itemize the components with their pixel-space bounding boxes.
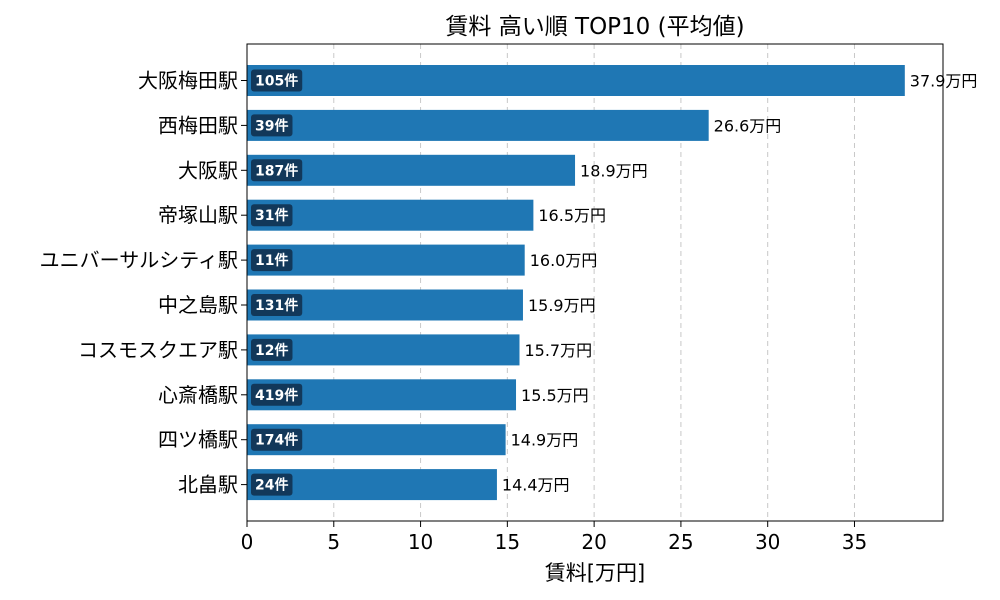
- bar: [247, 65, 905, 96]
- count-badge: [251, 159, 303, 182]
- bar: [247, 244, 525, 276]
- x-tick-label: 10: [408, 530, 433, 554]
- count-badge: [251, 428, 303, 451]
- x-tick-label: 30: [755, 530, 780, 554]
- value-label: 16.0万円: [530, 251, 598, 270]
- x-tick-label: 25: [668, 530, 693, 554]
- count-badge: [251, 204, 293, 227]
- value-label: 14.9万円: [511, 431, 579, 450]
- count-badge: [251, 249, 293, 272]
- count-label: 11件: [255, 252, 288, 269]
- y-tick-label: ユニバーサルシティ駅: [40, 248, 238, 272]
- count-label: 105件: [255, 73, 298, 90]
- x-tick-label: 0: [241, 530, 254, 554]
- y-tick-label: 心斎橋駅: [158, 383, 238, 407]
- value-label: 15.5万円: [521, 386, 589, 405]
- y-tick-label: 大阪駅: [178, 158, 238, 182]
- count-label: 24件: [255, 477, 288, 494]
- bar: [247, 199, 534, 231]
- count-badge: [251, 383, 303, 406]
- count-badge: [251, 294, 303, 316]
- x-tick-label: 20: [581, 530, 606, 554]
- count-label: 39件: [255, 117, 288, 134]
- y-tick-label: 大阪梅田駅: [138, 69, 238, 93]
- count-badge: [251, 114, 293, 137]
- axes: 0 5 10 15 20 25 30 35 大阪梅田駅西梅田駅大阪駅帝塚山駅ユニバーサルシティ駅…: [40, 43, 944, 554]
- x-tick-label: 15: [495, 530, 520, 554]
- y-tick-label: 北畠駅: [178, 473, 238, 497]
- value-label: 37.9万円: [910, 72, 978, 91]
- y-tick-label: 中之島駅: [158, 293, 238, 317]
- count-label: 31件: [255, 207, 288, 224]
- count-label: 187件: [255, 162, 298, 179]
- count-label: 419件: [255, 387, 298, 404]
- y-tick-label: コスモスクエア駅: [78, 338, 238, 362]
- count-badge: [251, 69, 303, 92]
- bar: [247, 109, 709, 141]
- y-tick-label: 帝塚山駅: [158, 203, 238, 227]
- count-label: 131件: [255, 297, 298, 314]
- count-badge: [251, 473, 293, 496]
- x-axis-title: 賃料[万円]: [545, 561, 645, 585]
- value-label: 15.7万円: [524, 341, 592, 360]
- plot-frame: [246, 43, 944, 522]
- bars: 105件 37.9万円 39件 26.6万円 187件 18.9万円 31件 16.5万円 11…: [247, 65, 978, 501]
- value-label: 16.5万円: [538, 206, 606, 225]
- x-tick-label: 5: [327, 530, 340, 554]
- y-tick-label: 四ツ橋駅: [158, 428, 238, 452]
- y-tick-label: 西梅田駅: [158, 113, 238, 137]
- count-label: 174件: [255, 432, 298, 449]
- count-label: 12件: [255, 342, 288, 359]
- count-badge: [251, 338, 293, 361]
- value-label: 26.6万円: [714, 116, 782, 135]
- x-tick-label: 35: [842, 530, 867, 554]
- value-label: 15.9万円: [528, 296, 596, 315]
- value-label: 14.4万円: [502, 476, 570, 495]
- value-label: 18.9万円: [580, 161, 648, 180]
- chart-title: 賃料 高い順 TOP10 (平均値): [445, 14, 744, 40]
